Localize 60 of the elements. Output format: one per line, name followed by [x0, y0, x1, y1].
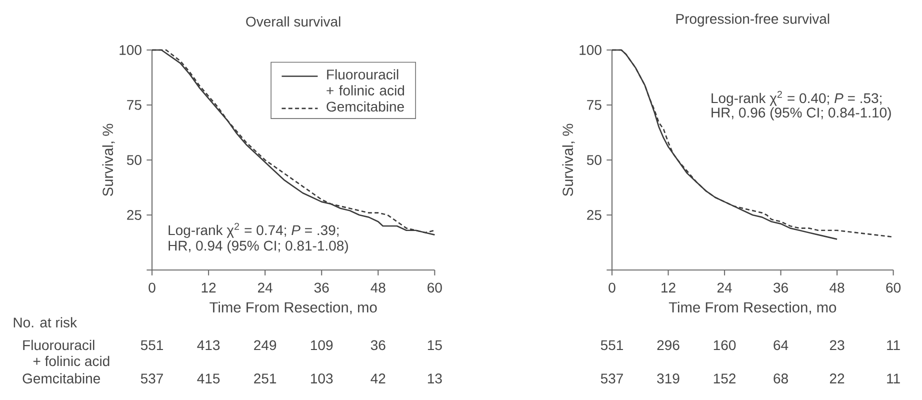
text: 11	[887, 374, 900, 384]
x-tick-label: 36	[314, 282, 329, 293]
x-tick-label: 48	[370, 282, 386, 293]
x-axis-title: Time From Resection, mo	[668, 302, 836, 314]
y-tick-label: 75	[127, 100, 142, 110]
x-tick-label: 60	[428, 282, 442, 293]
text: No. at risk	[14, 317, 78, 328]
text: 64	[774, 340, 788, 350]
annotation: Log-rank χ$^{2}$ = 0.40; P = .53;	[712, 90, 882, 106]
text: 36	[370, 340, 386, 350]
text: + folinic acid	[33, 356, 110, 366]
x-tick-label: 24	[258, 282, 272, 292]
text: 152	[714, 374, 736, 384]
y-tick-label: 75	[587, 100, 602, 110]
text: 15	[428, 340, 442, 350]
text: 537	[600, 374, 623, 384]
x-tick-label: 60	[886, 282, 901, 293]
y-axis-title: Survival, %	[102, 124, 115, 196]
text: 13	[428, 374, 442, 384]
text: 319	[657, 374, 680, 384]
annotation: Log-rank χ$^{2}$ = 0.74; P = .39;	[168, 222, 339, 238]
x-tick-label: 48	[830, 282, 844, 293]
text: 68	[774, 374, 788, 384]
text: 296	[657, 340, 680, 350]
x-tick-label: 0	[608, 282, 616, 293]
y-tick-label: 50	[586, 155, 602, 165]
text: Gemcitabine	[22, 373, 100, 384]
y-tick-label: 100	[120, 45, 142, 55]
x-tick-label: 0	[148, 282, 156, 293]
chart-title: Progression-free survival	[676, 14, 830, 27]
y-tick-label: 50	[126, 155, 142, 165]
text: 413	[197, 340, 220, 350]
text: 415	[197, 374, 220, 384]
annotation: HR, 0.96 (95% CI; 0.84-1.10)	[712, 107, 891, 120]
annotation: HR, 0.94 (95% CI; 0.81-1.08)	[168, 240, 348, 254]
text: 249	[254, 340, 276, 350]
legend-label: Fluorouracil + folinic acid	[326, 69, 404, 96]
text: 23	[830, 340, 844, 350]
chart-title: Overall survival	[246, 16, 340, 27]
text: 103	[310, 374, 333, 384]
text: 42	[370, 374, 386, 384]
x-axis-title: Time From Resection, mo	[210, 302, 377, 314]
x-tick-label: 24	[717, 282, 732, 292]
text: 109	[310, 340, 333, 350]
y-tick-label: 25	[587, 210, 602, 220]
text: 22	[830, 374, 844, 384]
text: 160	[714, 340, 736, 350]
text: 11	[887, 340, 900, 350]
text: 251	[254, 374, 276, 384]
text: 537	[140, 374, 163, 384]
y-tick-label: 100	[580, 45, 602, 55]
text: Fluorouracil	[23, 340, 94, 350]
text: 551	[140, 340, 163, 350]
legend-label: Gemcitabine	[326, 101, 404, 112]
y-tick-label: 25	[127, 210, 142, 220]
x-tick-label: 12	[202, 282, 216, 292]
x-tick-label: 36	[774, 282, 788, 293]
text: 551	[600, 340, 623, 350]
y-axis-title: Survival, %	[562, 124, 575, 196]
x-tick-label: 12	[662, 282, 676, 292]
